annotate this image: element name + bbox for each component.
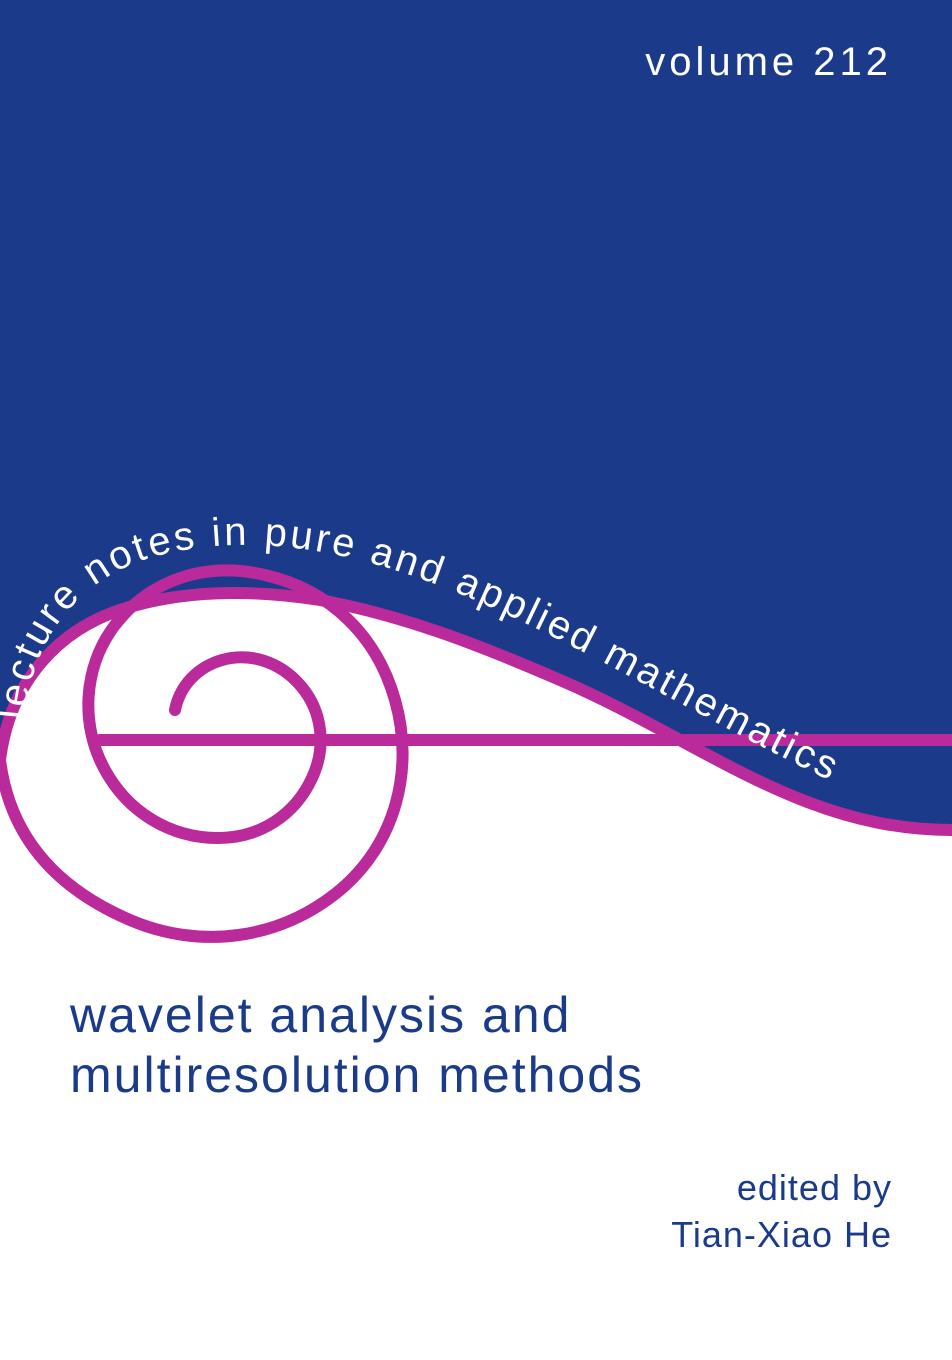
cover-background (0, 0, 952, 1360)
editor-name: Tian-Xiao He (671, 1212, 892, 1259)
volume-label: volume 212 (645, 40, 892, 85)
title-line-1: wavelet analysis and (70, 985, 644, 1045)
edited-by-label: edited by (671, 1165, 892, 1212)
title-line-2: multiresolution methods (70, 1045, 644, 1105)
book-cover: lecture notes in pure and applied mathem… (0, 0, 952, 1360)
editor-block: edited by Tian-Xiao He (671, 1165, 892, 1259)
book-title: wavelet analysis and multiresolution met… (70, 985, 644, 1105)
